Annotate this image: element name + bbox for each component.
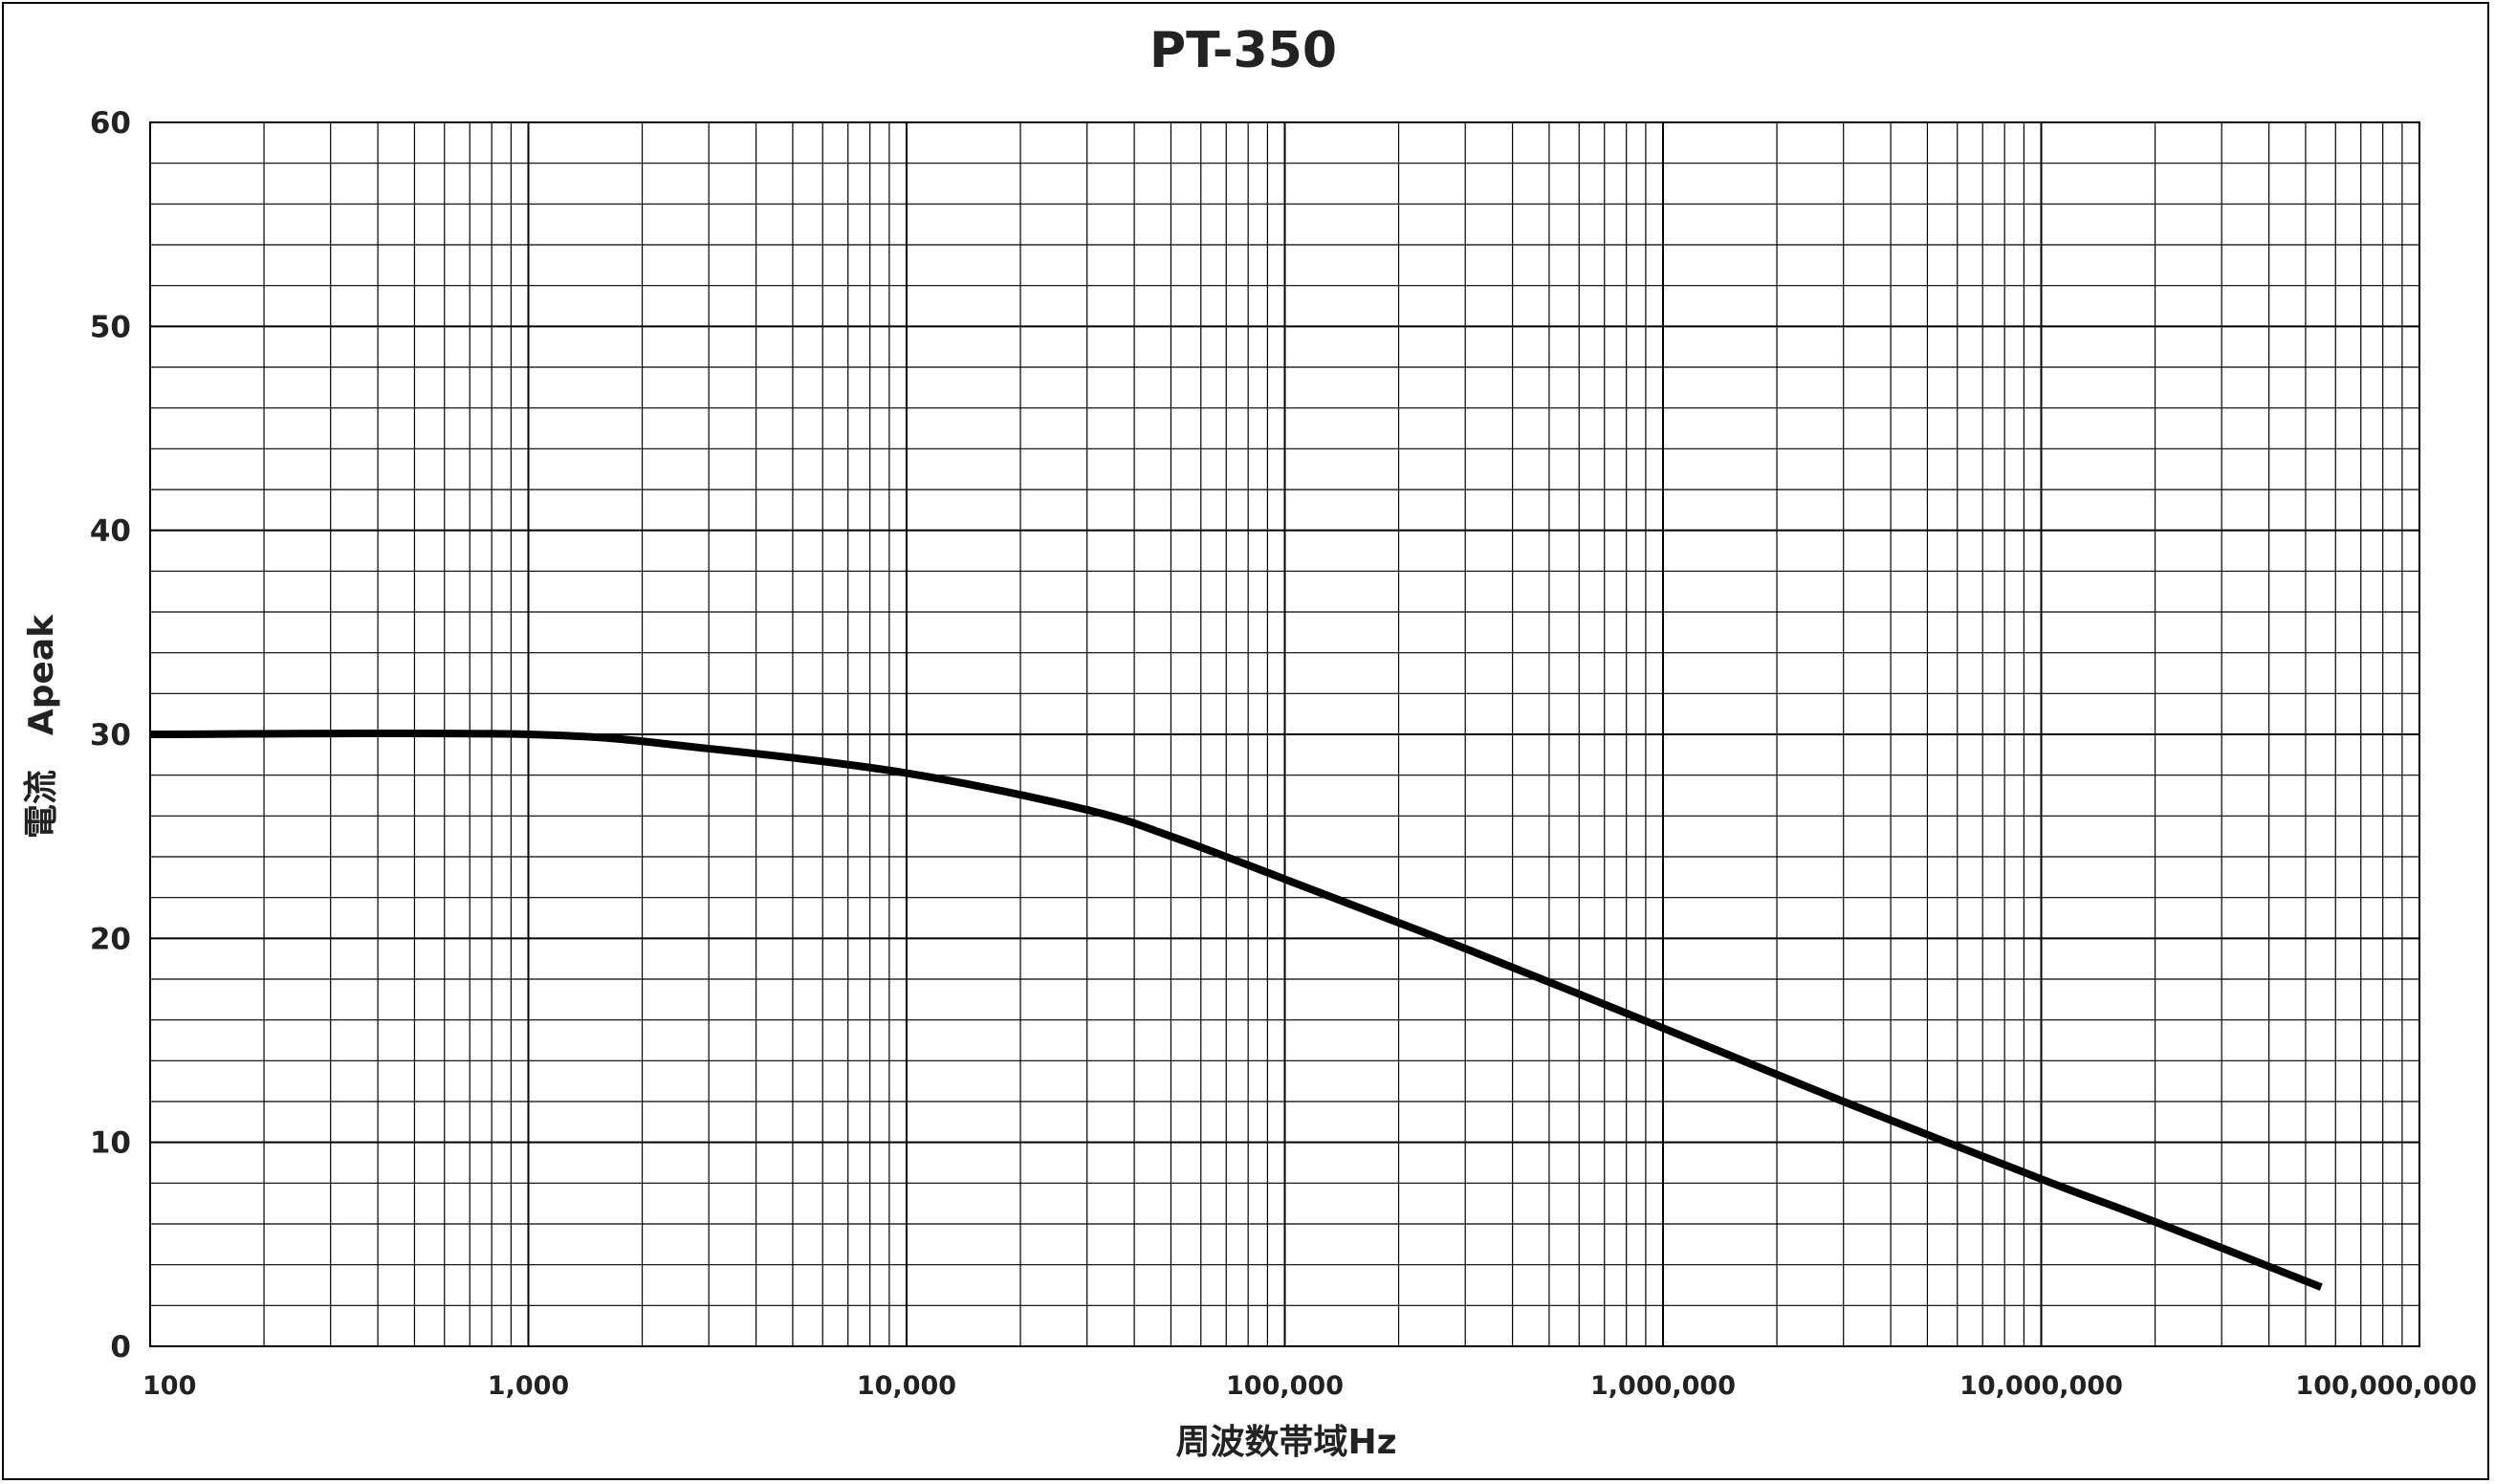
y-tick-label: 30 [90, 718, 131, 753]
y-tick-labels: 0 10 20 30 40 50 60 [90, 106, 131, 1364]
y-tick-label: 20 [90, 922, 131, 956]
series-line [149, 729, 2323, 1291]
x-tick-label: 10,000 [857, 1371, 956, 1401]
x-tick-label: 1,000 [488, 1371, 569, 1401]
x-tick-label: 100 [142, 1371, 196, 1401]
x-tick-label: 100,000,000 [2295, 1371, 2477, 1401]
y-tick-label: 40 [90, 514, 131, 549]
x-tick-label: 1,000,000 [1590, 1371, 1736, 1401]
y-tick-label: 10 [90, 1126, 131, 1161]
y-axis-label: 電流 Apeak [22, 614, 61, 839]
y-tick-label: 0 [110, 1330, 131, 1364]
x-tick-label: 10,000,000 [1959, 1371, 2123, 1401]
series-layer [149, 729, 2323, 1291]
chart-title: PT-350 [1149, 22, 1337, 79]
x-axis-label: 周波数帯域Hz [1175, 1423, 1396, 1462]
y-tick-label: 60 [90, 106, 131, 141]
y-tick-label: 50 [90, 310, 131, 344]
x-tick-labels: 100 1,000 10,000 100,000 1,000,000 10,000,000… [142, 1371, 2477, 1401]
x-tick-label: 100,000 [1226, 1371, 1344, 1401]
